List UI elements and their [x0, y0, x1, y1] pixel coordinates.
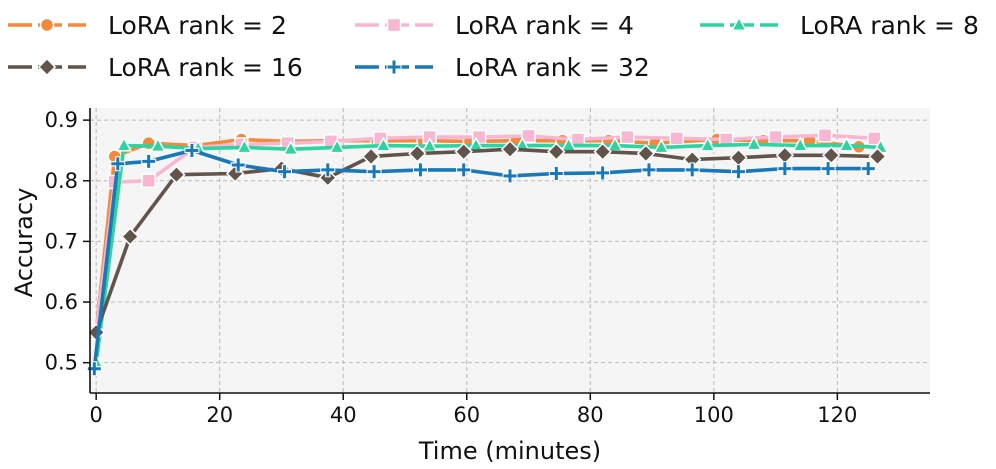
data-point [792, 136, 809, 152]
data-point [167, 165, 186, 184]
data-point [821, 146, 841, 165]
data-point [318, 168, 337, 187]
data-point [328, 138, 346, 154]
legend-marker [386, 17, 402, 33]
data-point [141, 153, 157, 169]
y-tick-label: 0.5 [45, 351, 78, 375]
data-point [120, 227, 140, 246]
data-point [361, 147, 381, 166]
data-point [620, 129, 635, 145]
series-4 [86, 140, 887, 342]
legend-marker [730, 15, 748, 31]
x-tick-label: 100 [694, 403, 734, 427]
legend-label: LoRA rank = 16 [108, 53, 303, 82]
data-point [860, 161, 876, 177]
y-tick-label: 0.9 [45, 108, 78, 132]
data-point [684, 162, 700, 178]
data-point [408, 144, 427, 163]
legend-entry-5: LoRA rank = 32 [355, 53, 650, 82]
data-point [236, 138, 253, 154]
data-point [521, 128, 536, 144]
data-point [115, 136, 133, 152]
legend-label: LoRA rank = 2 [108, 11, 287, 40]
data-point [777, 161, 793, 177]
y-axis-title: Accuracy [10, 188, 38, 298]
data-point [366, 164, 382, 180]
legend-label: LoRA rank = 8 [800, 11, 979, 40]
y-tick-label: 0.7 [45, 229, 78, 253]
data-point [641, 162, 657, 178]
legend-entry-4: LoRA rank = 16 [8, 53, 303, 82]
data-point [868, 147, 887, 166]
data-point [636, 144, 656, 163]
data-point [669, 131, 685, 146]
data-point [653, 138, 670, 154]
data-point [110, 156, 126, 172]
data-point [141, 173, 156, 189]
legend-label: LoRA rank = 4 [455, 11, 634, 40]
x-tick-label: 60 [453, 403, 480, 427]
legend-label: LoRA rank = 32 [455, 53, 650, 82]
data-point [412, 162, 428, 178]
data-point [502, 168, 518, 184]
legend-marker [39, 17, 55, 33]
x-tick-label: 40 [330, 403, 357, 427]
data-point [277, 164, 293, 180]
legend-marker [386, 59, 402, 75]
data-point [820, 161, 836, 177]
x-axis-title: Time (minutes) [418, 437, 601, 465]
data-point [375, 136, 392, 152]
x-tick-label: 80 [577, 403, 604, 427]
legend: LoRA rank = 2 LoRA rank = 4 LoRA rank = 8 L… [8, 11, 979, 82]
data-point [595, 165, 611, 181]
x-tick-label: 120 [817, 403, 857, 427]
series-group [86, 128, 889, 377]
y-tick-label: 0.6 [45, 290, 78, 314]
data-point [149, 137, 167, 153]
data-point [547, 142, 566, 161]
axes: 0 20 40 60 80 100 120 0.5 0.6 0.7 0.8 0.9 [45, 108, 930, 427]
data-point [838, 136, 855, 152]
data-point [593, 142, 612, 161]
data-point [454, 142, 473, 161]
data-point [500, 140, 520, 159]
data-point [320, 162, 336, 178]
legend-entry-1: LoRA rank = 2 [8, 11, 287, 40]
x-tick-label: 0 [89, 403, 102, 427]
data-point [184, 142, 200, 158]
data-point [745, 135, 763, 151]
data-point [456, 162, 472, 178]
data-point [548, 165, 564, 181]
legend-entry-2: LoRA rank = 4 [355, 11, 634, 40]
data-point [817, 128, 833, 143]
data-point [768, 129, 783, 145]
grid [90, 108, 930, 393]
legend-entry-3: LoRA rank = 8 [700, 11, 979, 40]
data-point [731, 164, 747, 180]
data-point [699, 136, 716, 152]
y-tick-label: 0.8 [45, 169, 78, 193]
data-point [282, 140, 299, 156]
x-tick-label: 20 [206, 403, 233, 427]
legend-marker [37, 57, 57, 77]
data-point [230, 157, 246, 173]
series-5 [86, 142, 876, 377]
data-point [867, 131, 882, 146]
